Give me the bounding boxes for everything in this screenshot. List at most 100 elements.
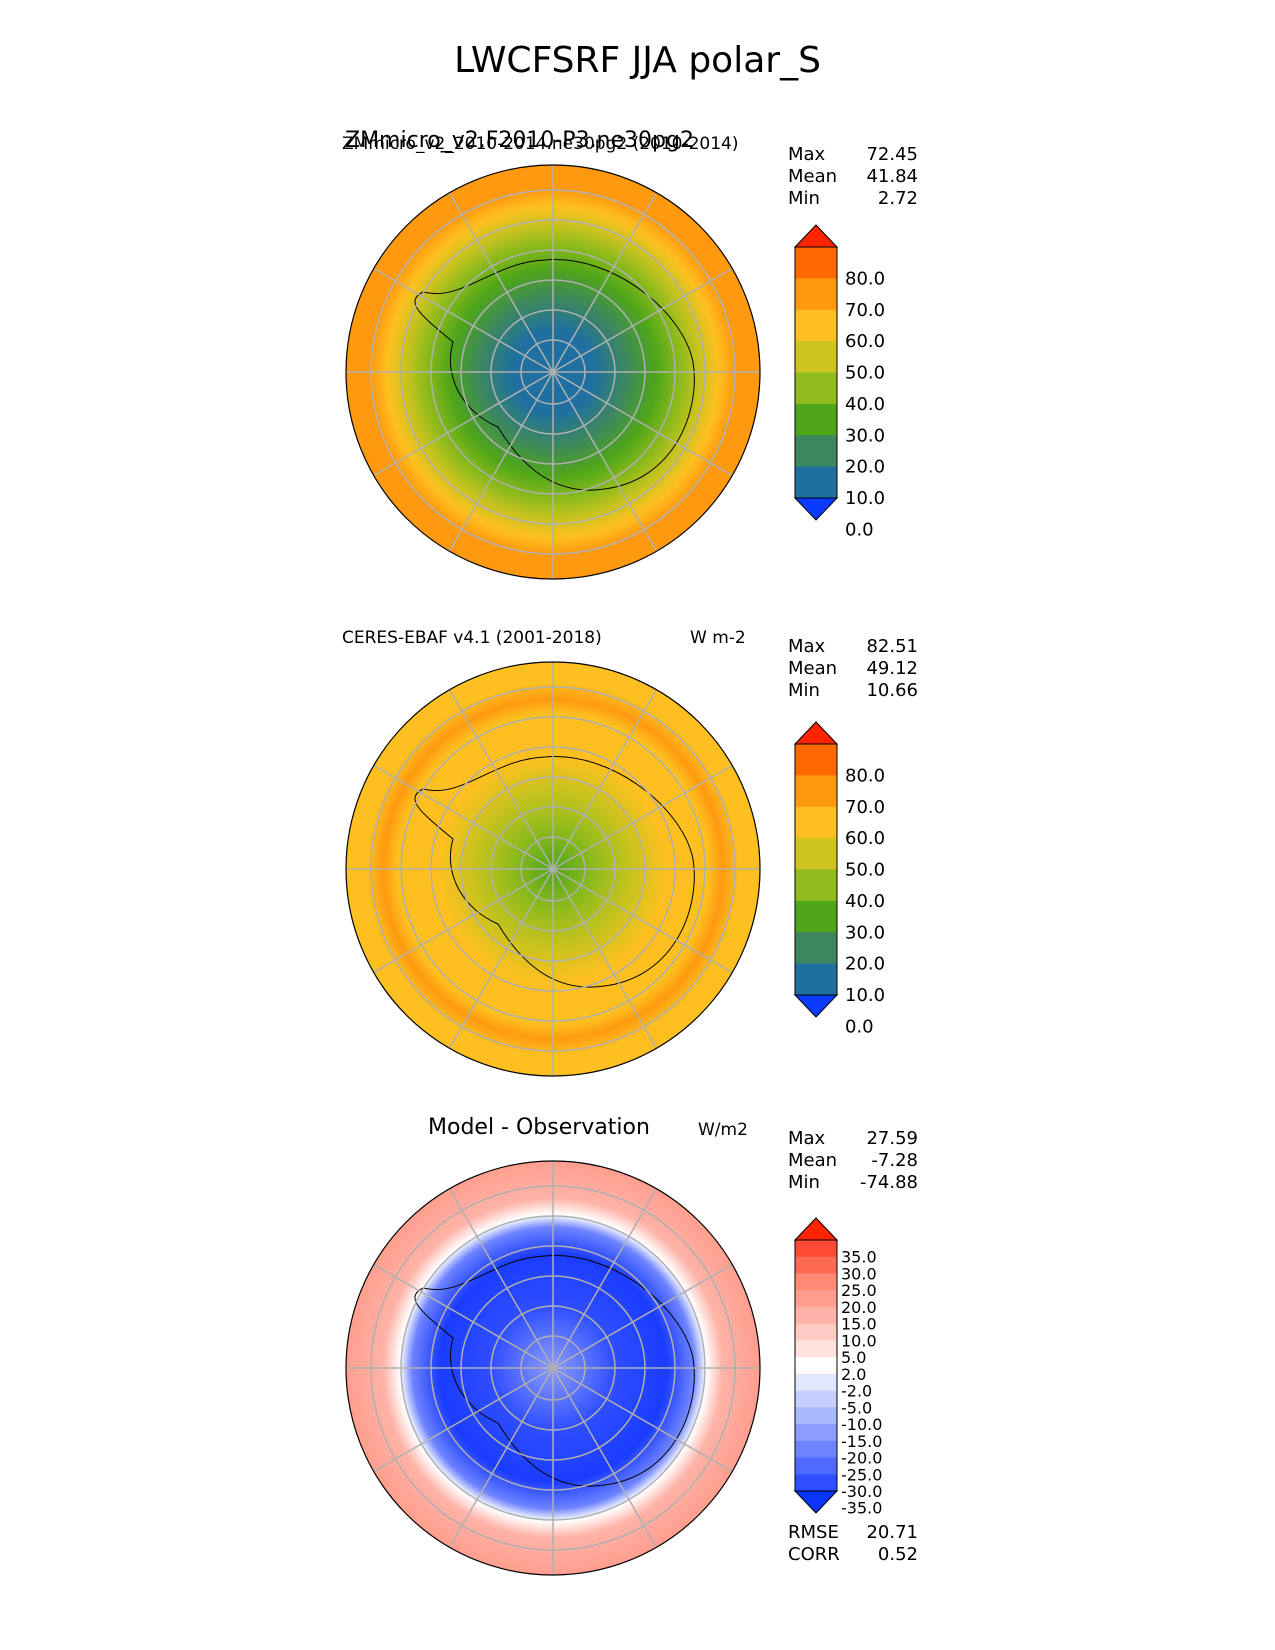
colorbar-extend-max [793,1217,839,1241]
colorbar-segment [795,869,837,902]
meridian-line [552,689,658,870]
meridian-line [448,1188,554,1369]
meridian-line [552,1263,733,1369]
colorbar-segment [795,372,837,405]
colorbar-segment [795,1340,837,1358]
colorbar-tick-label: 20.0 [841,1298,877,1317]
colorbar-segment [795,403,837,436]
stat-max: 82.51 [866,636,918,657]
colorbar-segment [795,744,837,776]
colorbar-segment [795,435,837,468]
colorbar-tick-label: 30.0 [845,922,885,943]
stat-min: 2.72 [877,188,918,209]
panel3-metrics: RMSE 20.71 CORR 0.52 [788,1522,918,1566]
colorbar-segment [795,1357,837,1375]
colorbar-segment [795,900,837,933]
meridian-line [373,868,554,974]
stat-min-label: Min [788,188,820,209]
meridian-line [552,192,658,373]
colorbar-tick-label: 40.0 [845,891,885,912]
colorbar-segment [795,1424,837,1442]
panel1-title-main: ZMmicro_v2.F2010-P3.ne30pg2 [345,128,694,153]
colorbar-segment [795,806,837,839]
corr-value: 0.52 [877,1544,918,1565]
meridian-line [448,1367,554,1548]
meridian-line [448,868,554,1049]
meridian-line [552,267,733,373]
colorbar-tick-label: 20.0 [845,954,885,975]
colorbar-extend-min [793,497,839,521]
colorbar-segment [795,932,837,965]
colorbar-segment [795,1306,837,1325]
meridian-line [373,371,554,477]
panel3-title-center: Model - Observation [428,1115,650,1140]
rmse-label: RMSE [788,1522,839,1543]
colorbar-tick-label: 10.0 [845,488,885,509]
colorbar-frame [794,246,838,499]
colorbar-tick-label: 20.0 [845,457,885,478]
colorbar-extend-max [793,721,839,745]
colorbar-tick-label: 25.0 [841,1281,877,1300]
colorbar-segment [795,775,837,808]
colorbar-segment [795,278,837,311]
meridian-line [552,868,658,1049]
colorbar-segment [795,1240,837,1258]
panel1-stats: Max 72.45 Mean 41.84 Min 2.72 [788,144,918,210]
colorbar-tick-label: 10.0 [845,985,885,1006]
colorbar-segment [795,1407,837,1425]
map-border [345,1160,761,1576]
colorbar-tick-label: -30.0 [841,1482,882,1501]
meridian-line [552,764,733,870]
panel2-stats: Max 82.51 Mean 49.12 Min 10.66 [788,636,918,702]
colorbar-tick-label: -25.0 [841,1465,882,1484]
stat-max: 27.59 [866,1128,918,1149]
colorbar-tick-label: 15.0 [841,1315,877,1334]
colorbar-2: 80.0 70.0 60.0 50.0 40.0 30.0 20.0 10.0 0.0 [793,721,885,1037]
meridian-line [373,1367,554,1473]
colorbars: 80.0 70.0 60.0 50.0 40.0 30.0 20.0 10.0 0.0 80.0 7… [793,224,885,1518]
panel2-title-left: CERES-EBAF v4.1 (2001-2018) [342,628,602,648]
stat-max-label: Max [788,636,826,657]
colorbar-segment [795,838,837,870]
meridian-line [552,1188,658,1369]
meridian-line [373,267,554,373]
colorbar-tick-label: 80.0 [845,765,885,786]
stat-min-label: Min [788,1172,820,1193]
colorbar-frame [794,1239,838,1492]
polar-map-3 [345,1160,761,1576]
meridian-line [373,764,554,870]
map-border [345,661,761,1077]
meridian-line [552,1367,733,1473]
stat-mean: -7.28 [871,1150,918,1171]
panel3-stats: Max 27.59 Mean -7.28 Min -74.88 [788,1128,918,1194]
stat-min-label: Min [788,680,820,701]
colorbar-segment [795,247,837,279]
meridian-line [448,371,554,552]
colorbar-segment [795,1457,837,1475]
map-border [345,164,761,580]
colorbar-extend-min [793,994,839,1018]
colorbar-segment [795,309,837,342]
polar-map-1 [345,164,761,580]
polar-map-2 [345,661,761,1077]
colorbar-segment [795,1323,837,1341]
colorbar-extend-min [793,1490,839,1514]
colorbar-segment [795,466,837,499]
colorbar-segment [795,1273,837,1291]
panel1-title-left: ZMmicro_v2_2010-2014.ne30pg2 (2010-2014) [342,134,739,154]
colorbar-tick-label: -35.0 [841,1499,882,1518]
colorbar-segment [795,1474,837,1492]
colorbar-tick-label: 10.0 [841,1331,877,1350]
stat-mean-label: Mean [788,1150,838,1171]
colorbar-tick-label: 0.0 [845,1016,874,1037]
meridian-line [448,192,554,373]
stat-min: 10.66 [866,680,918,701]
figure-title: LWCFSRF JJA polar_S [454,40,821,81]
colorbar-frame [794,743,838,996]
colorbar-tick-label: 80.0 [845,268,885,289]
meridian-line [448,689,554,870]
meridian-line [552,868,733,974]
colorbar-segment [795,1440,837,1459]
stat-mean-label: Mean [788,658,838,679]
